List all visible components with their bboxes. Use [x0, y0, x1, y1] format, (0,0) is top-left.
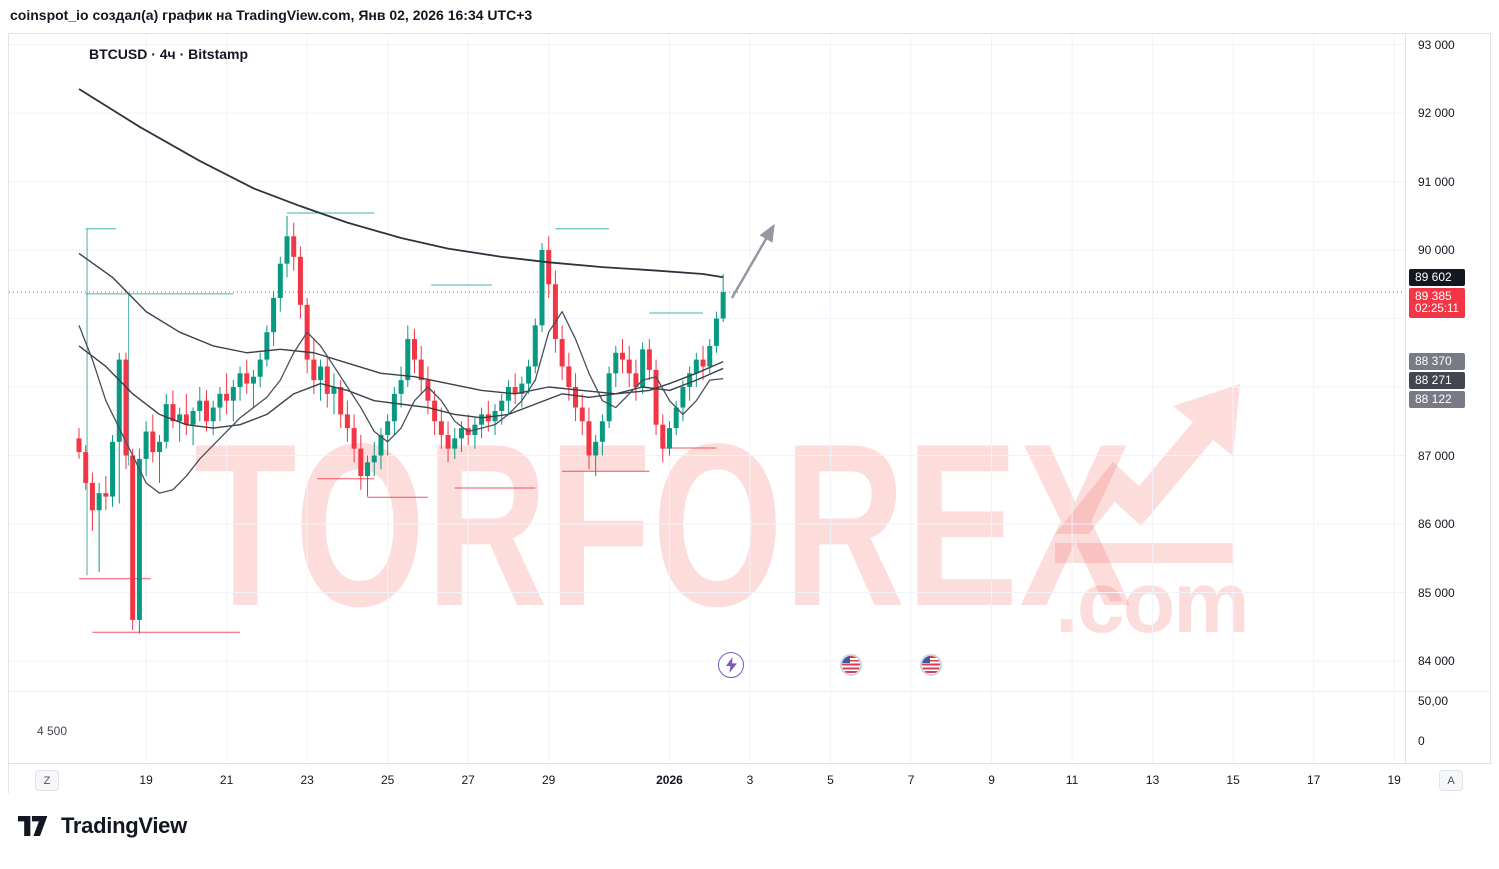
price-line-badge: 89 602 — [1409, 268, 1465, 286]
time-axis-label: 19 — [139, 773, 153, 787]
time-axis-label: 5 — [827, 773, 834, 787]
us-flag-icon[interactable] — [920, 654, 942, 676]
price-axis-label: 86 000 — [1418, 517, 1455, 531]
time-axis-label: 2026 — [656, 773, 683, 787]
price-axis-label: 91 000 — [1418, 174, 1455, 189]
time-axis-label: 21 — [219, 773, 234, 787]
symbol-title: BTCUSD · 4ч · Bitstamp — [89, 46, 249, 62]
price-axis[interactable]: 50,00 0 93 000 92 000 91 000 90 000 87 000 86… — [1405, 34, 1492, 763]
us-flag-icon[interactable] — [840, 654, 862, 676]
time-axis-label: 9 — [988, 773, 995, 787]
price-chart-canvas[interactable] — [9, 34, 1405, 763]
indicator-scale-zero: 0 — [1418, 734, 1425, 748]
bar-countdown: 02:25:11 — [1415, 302, 1459, 315]
auto-scale-button[interactable]: A — [1439, 770, 1463, 791]
price-axis-label: 92 000 — [1418, 106, 1455, 120]
price-line-badge: 88 122 — [1409, 391, 1465, 409]
flag-canton — [922, 656, 930, 663]
indicator-scale-label: 50,00 — [1418, 694, 1449, 708]
time-axis-label: 7 — [907, 773, 915, 787]
price-line-badge: 88 370 — [1409, 353, 1465, 371]
price-axis-label: 93 000 — [1418, 37, 1455, 52]
tradingview-logo-text: TradingView — [61, 813, 187, 838]
time-axis[interactable]: Z A 19 21 23 25 27 29 2026 3 5 7 9 11 13 15 17 19 — [9, 763, 1492, 795]
time-axis-label: 17 — [1306, 773, 1321, 787]
time-axis-label: 13 — [1145, 773, 1160, 787]
time-axis-label: 3 — [746, 773, 754, 787]
flag-canton — [842, 656, 850, 663]
volume-scale-label: 4 500 — [37, 724, 68, 738]
price-axis-label: 84 000 — [1418, 654, 1455, 668]
lightning-icon[interactable] — [718, 652, 744, 678]
chart-plot-area[interactable]: TORFOREX .com 4 500 — [9, 34, 1405, 763]
price-axis-label: 87 000 — [1418, 448, 1455, 463]
tradingview-logo[interactable]: TradingView — [18, 813, 187, 839]
time-axis-label: 11 — [1065, 773, 1079, 787]
price-axis-label: 85 000 — [1418, 585, 1455, 600]
price-axis-label: 90 000 — [1418, 243, 1455, 257]
time-axis-label: 23 — [300, 773, 314, 787]
timezone-button[interactable]: Z — [35, 770, 59, 791]
time-axis-label: 19 — [1387, 773, 1401, 787]
tradingview-logo-icon — [18, 813, 52, 839]
time-axis-label: 29 — [542, 773, 556, 787]
time-axis-label: 25 — [380, 773, 395, 787]
time-axis-label: 27 — [461, 773, 475, 787]
attribution-text: coinspot_io создал(а) график на TradingV… — [10, 7, 533, 23]
time-axis-label: 15 — [1226, 773, 1240, 787]
price-line-badge: 88 271 — [1409, 372, 1465, 390]
current-price-badge: 89 385 02:25:11 — [1409, 287, 1465, 318]
chart-card: TORFOREX .com 4 500 BTCUSD · 4ч · Bitsta… — [8, 33, 1492, 795]
